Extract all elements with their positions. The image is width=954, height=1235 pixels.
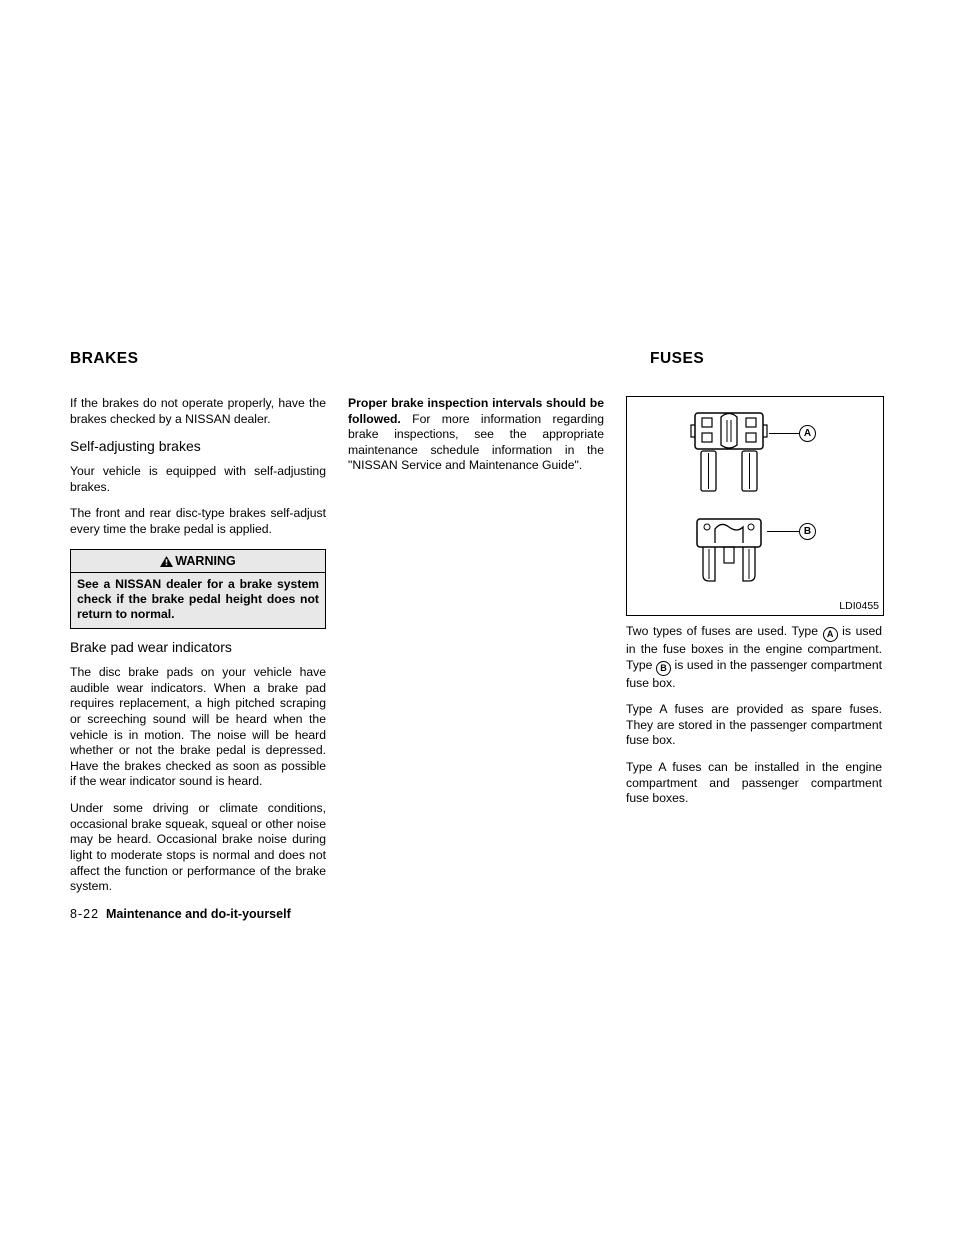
- fuses-p3: Type A fuses can be installed in the eng…: [626, 760, 882, 807]
- inspection-intervals: Proper brake inspection intervals should…: [348, 396, 604, 474]
- fuses-p2: Type A fuses are provided as spare fuses…: [626, 702, 882, 749]
- headings-row: BRAKES FUSES: [70, 350, 884, 368]
- section-title: Maintenance and do-it-yourself: [106, 907, 291, 921]
- warning-label: WARNING: [175, 554, 235, 568]
- manual-page: BRAKES FUSES If the brakes do not operat…: [0, 0, 954, 1235]
- fuses-p1: Two types of fuses are used. Type A is u…: [626, 624, 882, 691]
- warning-header: WARNING: [70, 549, 326, 572]
- diagram-caption: LDI0455: [839, 600, 879, 613]
- heading-brakes: BRAKES: [70, 350, 650, 368]
- subhead-brake-pad: Brake pad wear indicators: [70, 639, 326, 657]
- heading-fuses: FUSES: [650, 350, 704, 368]
- lead-line-b: [767, 531, 799, 532]
- fuse-diagram: A: [626, 396, 884, 616]
- warning-icon: [160, 556, 173, 567]
- brake-pad-p2: Under some driving or climate conditions…: [70, 801, 326, 895]
- lead-line-a: [769, 433, 799, 434]
- diagram-label-b: B: [799, 523, 816, 540]
- warning-body: See a NISSAN dealer for a brake system c…: [70, 572, 326, 630]
- self-adjusting-p1: Your vehicle is equipped with self-adjus…: [70, 464, 326, 495]
- page-footer: 8-22 Maintenance and do-it-yourself: [70, 906, 326, 922]
- fuse-type-a-drawing: [689, 411, 769, 501]
- column-1: If the brakes do not operate properly, h…: [70, 396, 326, 922]
- content-area: BRAKES FUSES If the brakes do not operat…: [70, 350, 884, 922]
- inline-label-b: B: [656, 661, 671, 676]
- subhead-self-adjusting: Self-adjusting brakes: [70, 438, 326, 456]
- fuses-p1-a: Two types of fuses are used. Type: [626, 624, 823, 638]
- page-number: 8-22: [70, 907, 99, 921]
- brake-pad-p1: The disc brake pads on your vehicle have…: [70, 665, 326, 790]
- diagram-label-a: A: [799, 425, 816, 442]
- columns: If the brakes do not operate properly, h…: [70, 396, 884, 922]
- fuse-type-b-drawing: [689, 517, 769, 587]
- column-3: A: [626, 396, 882, 922]
- column-2: Proper brake inspection intervals should…: [348, 396, 604, 922]
- brakes-intro: If the brakes do not operate properly, h…: [70, 396, 326, 427]
- self-adjusting-p2: The front and rear disc-type brakes self…: [70, 506, 326, 537]
- inline-label-a: A: [823, 627, 838, 642]
